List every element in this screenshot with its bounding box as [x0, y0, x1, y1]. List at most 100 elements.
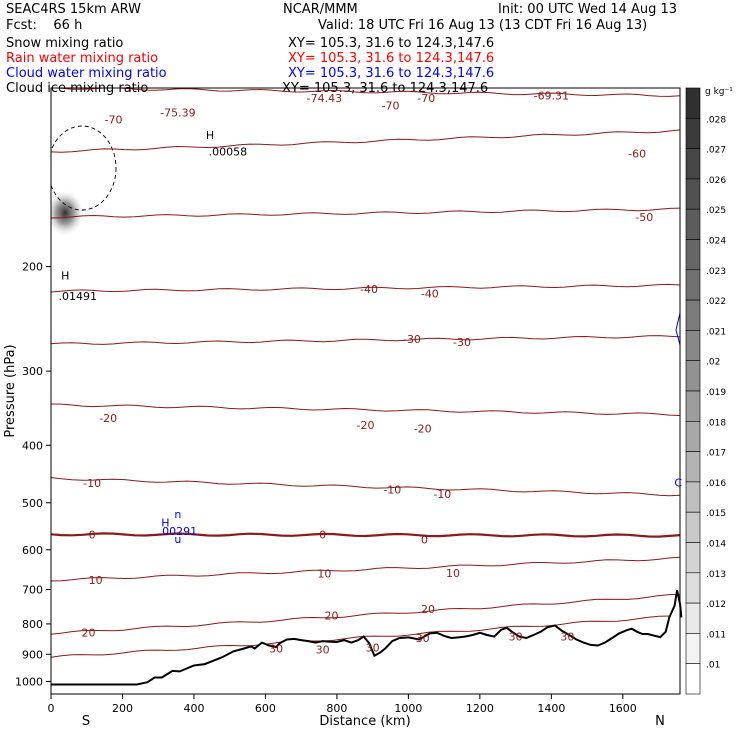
temperature-contour	[51, 615, 680, 658]
x-tick-label: 200	[112, 702, 133, 715]
colorbar-cell	[685, 420, 701, 452]
contour-label: -10	[83, 477, 101, 490]
colorbar-unit: g kg⁻¹	[705, 87, 733, 97]
contour-label: -70	[382, 99, 400, 112]
y-tick-label: 400	[22, 439, 43, 452]
x-tick-label: 600	[255, 702, 276, 715]
contour-label: 0	[421, 533, 428, 546]
temperature-contour	[51, 207, 680, 219]
temperature-contour	[51, 283, 680, 293]
contour-label: 10	[89, 574, 103, 587]
field-cloudwater-label: Cloud water mixing ratio	[6, 66, 167, 81]
init-time: Init: 00 UTC Wed 14 Aug 13	[498, 2, 678, 17]
y-tick-label: 200	[22, 261, 43, 274]
colorbar-label: .017	[706, 449, 726, 459]
contour-label: 10	[446, 567, 460, 580]
colorbar-cell	[685, 542, 701, 574]
contour-label: -10	[383, 484, 401, 497]
x-tick-label: 1000	[394, 702, 422, 715]
contour-label: 30	[366, 641, 380, 654]
colorbar-label: .028	[706, 115, 726, 125]
temperature-contour	[51, 477, 680, 497]
colorbar-label: .02	[706, 358, 720, 368]
field-rain-xy: XY= 105.3, 31.6 to 124.3,147.6	[288, 51, 495, 66]
extremum-label: n	[174, 508, 181, 521]
colorbar-cell	[685, 481, 701, 513]
extremum-label: u	[174, 533, 181, 546]
temperature-contour	[51, 335, 680, 345]
colorbar-label: .014	[706, 540, 726, 550]
colorbar-cell	[685, 572, 701, 604]
contour-label: 30	[416, 632, 430, 645]
colorbar-cell	[685, 87, 701, 119]
colorbar-cell	[685, 633, 701, 665]
contour-label: -60	[628, 148, 646, 161]
temperature-contour	[51, 556, 680, 582]
contour-label: -30	[453, 336, 471, 349]
snow-mixing-shading	[51, 189, 85, 237]
colorbar-label: .016	[706, 479, 726, 489]
contour-label: 0	[319, 528, 326, 541]
temperature-contour	[51, 593, 680, 635]
contour-label: -30	[403, 333, 421, 346]
colorbar-cell	[685, 299, 701, 331]
temperature-contour	[51, 403, 680, 416]
colorbar-label: .023	[706, 267, 726, 277]
x-end-label-south: S	[82, 714, 90, 729]
x-end-label-north: N	[655, 714, 665, 729]
terrain-fill	[51, 590, 682, 694]
cloud-ice-contour	[51, 125, 117, 211]
contour-label: 20	[82, 626, 96, 639]
extremum-label: C	[674, 476, 682, 489]
cloud-water-contour	[675, 312, 680, 346]
contour-label: -70	[417, 92, 435, 105]
colorbar-label: .012	[706, 600, 726, 610]
center-title: NCAR/MMM	[283, 2, 358, 17]
extremum-label: H	[206, 129, 214, 142]
terrain-line	[51, 589, 683, 686]
contour-label: 30	[269, 642, 283, 655]
temperature-contour	[51, 129, 680, 153]
contour-label: 20	[325, 610, 339, 623]
y-tick-label: 800	[22, 618, 43, 631]
colorbar-label: .01	[706, 661, 720, 671]
x-tick-label: 800	[326, 702, 347, 715]
colorbar-cell	[685, 360, 701, 392]
x-tick-label: 1400	[537, 702, 565, 715]
contour-label: -70	[105, 113, 123, 126]
colorbar-label: .025	[706, 206, 726, 216]
colorbar-cell	[685, 118, 701, 149]
extremum-label: .00291	[159, 525, 198, 538]
contour-label: 30	[509, 630, 523, 643]
colorbar-label: .022	[706, 297, 726, 307]
colorbar-label: .021	[706, 327, 726, 337]
valid-time: Valid: 18 UTC Fri 16 Aug 13 (13 CDT Fri …	[318, 18, 648, 33]
colorbar-label: .015	[706, 509, 726, 519]
extremum-label: H	[61, 270, 69, 283]
extremum-label: -69.31	[534, 90, 569, 103]
colorbar-label: .027	[706, 146, 726, 156]
plot-frame	[50, 87, 681, 695]
colorbar-cell	[685, 269, 701, 301]
contour-label: -40	[360, 283, 378, 296]
contour-label: 20	[421, 603, 435, 616]
colorbar-cell	[685, 178, 701, 210]
colorbar-label: .013	[706, 570, 726, 580]
contour-label: -50	[635, 211, 653, 224]
field-cloudwater-xy: XY= 105.3, 31.6 to 124.3,147.6	[288, 66, 495, 81]
contour-label: -20	[414, 423, 432, 436]
contour-label: 0	[89, 528, 96, 541]
temperature-contour	[51, 532, 680, 538]
extremum-label: H	[161, 517, 169, 530]
contour-label: -20	[99, 412, 117, 425]
contour-label: -10	[433, 488, 451, 501]
y-tick-label: 900	[22, 648, 43, 661]
colorbar-cell	[685, 330, 701, 361]
model-title: SEAC4RS 15km ARW	[6, 2, 142, 17]
colorbar-cell	[685, 602, 701, 634]
x-tick-label: 1200	[466, 702, 494, 715]
colorbar-cell	[685, 451, 701, 483]
x-tick-label: 0	[48, 702, 55, 715]
colorbar-label: .026	[706, 176, 726, 186]
